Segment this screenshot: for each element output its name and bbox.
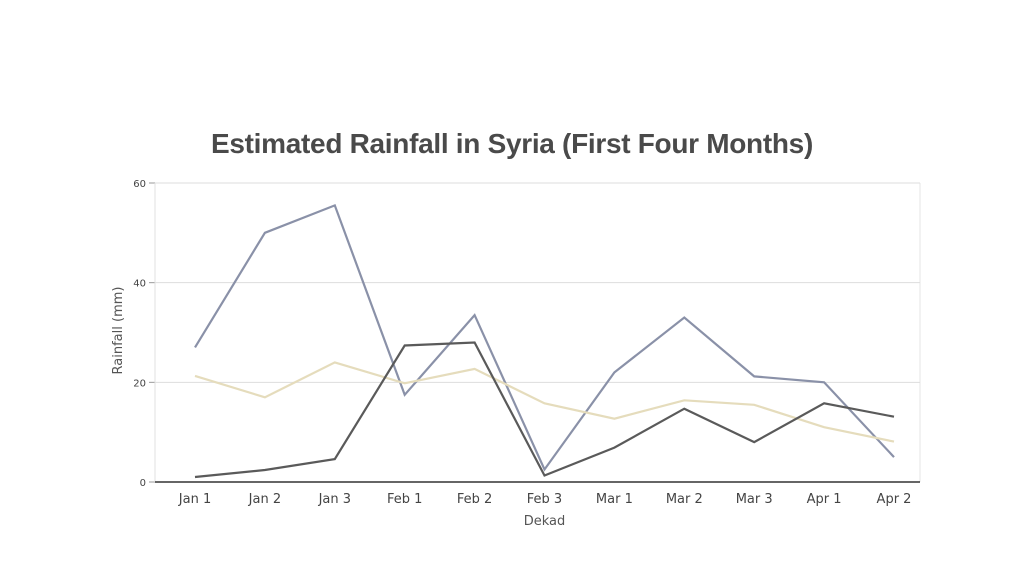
chart-title: Estimated Rainfall in Syria (First Four … xyxy=(211,128,813,159)
x-tick-label: Apr 2 xyxy=(877,492,912,507)
x-tick-label: Mar 2 xyxy=(666,492,703,507)
series-line-1 xyxy=(194,203,895,472)
x-tick-label: Jan 3 xyxy=(318,492,351,507)
x-tick-label: Feb 2 xyxy=(457,492,492,507)
series-line-3 xyxy=(194,341,895,479)
x-tick-label: Mar 1 xyxy=(596,492,633,507)
y-tick-label: 0 xyxy=(140,478,146,489)
x-axis-label: Dekad xyxy=(524,514,566,529)
x-tick-label: Apr 1 xyxy=(807,492,842,507)
y-tick-label: 60 xyxy=(133,179,146,190)
x-tick-label: Mar 3 xyxy=(736,492,773,507)
x-tick-label: Jan 1 xyxy=(178,492,211,507)
y-axis-label: Rainfall (mm) xyxy=(111,287,126,375)
x-tick-label: Jan 2 xyxy=(248,492,281,507)
y-tick-label: 40 xyxy=(133,279,146,290)
x-tick-label: Feb 1 xyxy=(387,492,422,507)
series-line-2 xyxy=(194,361,895,443)
y-tick-label: 20 xyxy=(133,378,146,389)
x-tick-label: Feb 3 xyxy=(527,492,562,507)
